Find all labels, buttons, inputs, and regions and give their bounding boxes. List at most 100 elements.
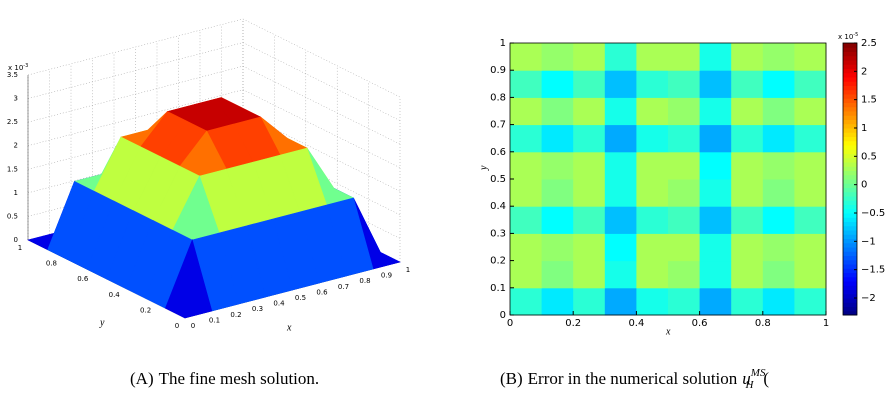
heatmap-cell <box>604 233 637 262</box>
colorbar-tick-label: −0.5 <box>861 208 885 219</box>
heatmap-cell <box>731 179 764 207</box>
colorbar-segment <box>843 264 857 269</box>
heatmap-cell <box>573 260 606 289</box>
heatmap-cell <box>636 260 669 289</box>
heatmap-cell <box>762 43 795 71</box>
heatmap-cell <box>699 124 732 153</box>
colorbar-segment <box>843 302 857 307</box>
heatmap-cell <box>668 179 701 207</box>
colorbar-segment <box>843 251 857 256</box>
heatmap-cell <box>762 260 795 289</box>
heatmap-cell <box>636 124 669 153</box>
math-sub: H <box>744 379 754 391</box>
heatmap-cell <box>794 97 827 126</box>
grid-line <box>242 18 401 98</box>
heatmap-cell <box>604 124 637 153</box>
x-tick-label: 0.6 <box>692 318 708 329</box>
x-tick-label: 1 <box>823 318 829 329</box>
colorbar-segment <box>843 183 857 188</box>
colorbar-segment <box>843 60 857 65</box>
heatmap-cell <box>573 97 606 126</box>
heatmap-cell <box>604 97 637 126</box>
colorbar-segment <box>843 298 857 303</box>
heatmap-cell <box>699 43 732 71</box>
heatmap-cell <box>668 97 701 126</box>
heatmap-cell <box>636 43 669 71</box>
heatmap-cell <box>699 233 732 262</box>
scale-exponent: -3 <box>23 63 28 69</box>
colorbar-segment <box>843 162 857 167</box>
heatmap-cell <box>668 43 701 71</box>
heatmap-cell <box>510 124 543 153</box>
z-tick-label: 0 <box>14 236 18 244</box>
heatmap-cell <box>699 151 732 180</box>
colorbar-segment <box>843 191 857 197</box>
x-tick-label: 0.4 <box>628 318 644 329</box>
colorbar-segment <box>843 68 857 74</box>
colorbar-segment <box>843 106 857 112</box>
heatmap-cell <box>510 43 543 71</box>
heatmap-cell <box>510 179 543 207</box>
colorbar-segment <box>843 310 857 316</box>
heatmap-cell <box>604 287 637 316</box>
colorbar-segment <box>843 234 857 239</box>
colorbar-segment <box>843 128 857 133</box>
grid-line <box>27 89 244 146</box>
y-tick-label: 0.8 <box>46 260 57 268</box>
colorbar-segment <box>843 157 857 163</box>
heatmap-cell <box>541 43 574 71</box>
heatmap-cell <box>762 233 795 262</box>
colorbar-segment <box>843 247 857 252</box>
heatmap-cell <box>636 287 669 316</box>
heatmap-cell <box>668 233 701 262</box>
heatmap-cell <box>794 124 827 153</box>
colorbar-segment <box>843 179 857 184</box>
colorbar-segment <box>843 196 857 201</box>
colorbar-segment <box>843 293 857 299</box>
math-sup: MS <box>750 367 766 379</box>
heatmap-cell <box>510 287 543 316</box>
heatmap-cell <box>510 206 543 234</box>
z-tick-label: 3.5 <box>7 71 18 79</box>
heatmap-cell <box>699 287 732 316</box>
scale-prefix: x 10 <box>838 33 853 41</box>
y-tick-label: 0.8 <box>490 92 506 103</box>
colorbar-segment <box>843 204 857 210</box>
heatmap-cell <box>573 233 606 262</box>
heatmap-cell <box>636 206 669 234</box>
colorbar-segment <box>843 55 857 61</box>
heatmap-cell <box>541 260 574 289</box>
heatmap-cell <box>668 260 701 289</box>
heatmap-cell <box>762 179 795 207</box>
heatmap-cell <box>573 124 606 153</box>
heatmap-cell <box>699 179 732 207</box>
heatmap-cell <box>668 70 701 98</box>
colorbar-tick-label: 1 <box>861 123 867 134</box>
colorbar-segment <box>843 149 857 154</box>
caption-label: (B) <box>500 369 523 388</box>
colorbar-segment <box>843 230 857 235</box>
heatmap-cell <box>699 206 732 234</box>
heatmap-cell <box>541 70 574 98</box>
x-tick-label: 0 <box>191 322 195 330</box>
colorbar-tick-label: 0 <box>861 180 867 191</box>
heatmap-cell <box>541 179 574 207</box>
heatmap-cell <box>794 260 827 289</box>
heatmap-cell <box>636 97 669 126</box>
colorbar-tick-label: −1.5 <box>861 265 885 276</box>
heatmap-cell <box>541 124 574 153</box>
colorbar-segment <box>843 115 857 120</box>
x-tick-label: 0.2 <box>565 318 581 329</box>
x-tick-label: 0 <box>507 318 513 329</box>
grid-line <box>242 113 401 192</box>
colorbar-segment <box>843 213 857 218</box>
y-axis-label: y <box>478 165 489 171</box>
heatmap-cell <box>794 43 827 71</box>
heatmap-cell <box>731 233 764 262</box>
colorbar-segment <box>843 94 857 99</box>
heatmap-cell <box>573 151 606 180</box>
colorbar-segment <box>843 170 857 176</box>
colorbar-segment <box>843 102 857 108</box>
heatmap-cell <box>604 70 637 98</box>
